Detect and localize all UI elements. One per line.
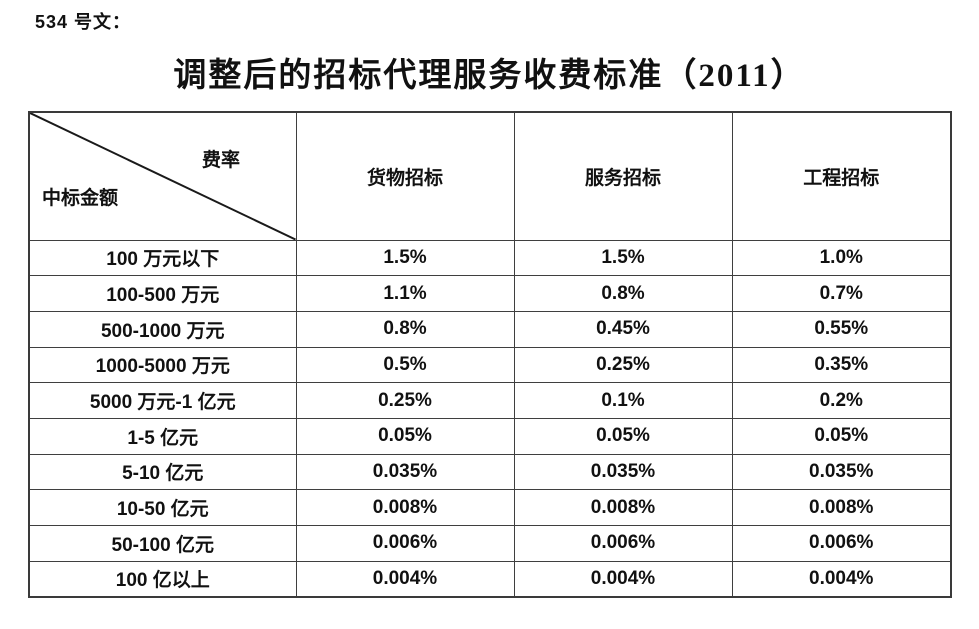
rate-cell: 1.0% — [731, 239, 952, 277]
rate-cell: 0.004% — [513, 560, 733, 598]
rate-cell: 0.55% — [731, 310, 952, 348]
rate-cell: 1.5% — [513, 239, 733, 277]
rate-cell: 0.006% — [731, 525, 952, 562]
row-label: 10-50 亿元 — [28, 489, 297, 526]
row-label: 1000-5000 万元 — [28, 346, 297, 384]
rate-cell: 0.25% — [295, 382, 515, 419]
row-label: 50-100 亿元 — [28, 525, 297, 562]
table-row: 100 亿以上 0.004% 0.004% 0.004% — [28, 560, 952, 598]
table-row: 100-500 万元 1.1% 0.8% 0.7% — [28, 275, 952, 312]
diagonal-divider-line — [30, 113, 296, 240]
row-label: 100-500 万元 — [28, 275, 297, 312]
rate-cell: 0.35% — [731, 346, 952, 384]
column-header-engineering: 工程招标 — [731, 111, 952, 241]
rate-cell: 0.008% — [513, 489, 733, 526]
rate-cell: 0.05% — [731, 417, 952, 455]
rate-cell: 0.035% — [731, 453, 952, 491]
table-row: 5-10 亿元 0.035% 0.035% 0.035% — [28, 453, 952, 491]
table-header-row: 费率 中标金额 货物招标 服务招标 工程招标 — [28, 111, 952, 241]
row-label: 5-10 亿元 — [28, 453, 297, 491]
rate-cell: 0.45% — [513, 310, 733, 348]
diagonal-corner-cell: 费率 中标金额 — [28, 111, 297, 241]
row-label: 5000 万元-1 亿元 — [28, 382, 297, 419]
rate-cell: 0.2% — [731, 382, 952, 419]
document-number-label: 534 号文： — [35, 12, 132, 32]
table-row: 1000-5000 万元 0.5% 0.25% 0.35% — [28, 346, 952, 384]
page-title: 调整后的招标代理服务收费标准（2011） — [173, 58, 806, 94]
rate-cell: 0.05% — [295, 417, 515, 455]
rate-cell: 0.004% — [295, 560, 515, 598]
table-row: 100 万元以下 1.5% 1.5% 1.0% — [28, 239, 952, 277]
rate-cell: 0.05% — [513, 417, 733, 455]
rate-cell: 0.035% — [295, 453, 515, 491]
table-row: 5000 万元-1 亿元 0.25% 0.1% 0.2% — [28, 382, 952, 419]
corner-label-rate: 费率 — [202, 150, 241, 171]
table-row: 50-100 亿元 0.006% 0.006% 0.006% — [28, 525, 952, 562]
column-header-service: 服务招标 — [513, 111, 733, 241]
row-label: 100 万元以下 — [28, 239, 297, 277]
rate-cell: 0.8% — [513, 275, 733, 312]
row-label: 100 亿以上 — [28, 560, 297, 598]
corner-label-bid-amount: 中标金额 — [42, 188, 119, 209]
rate-cell: 1.5% — [295, 239, 515, 277]
table-row: 10-50 亿元 0.008% 0.008% 0.008% — [28, 489, 952, 526]
rate-cell: 0.004% — [731, 560, 952, 598]
rate-cell: 0.006% — [295, 525, 515, 562]
rate-cell: 0.1% — [513, 382, 733, 419]
row-label: 500-1000 万元 — [28, 310, 297, 348]
column-header-goods: 货物招标 — [295, 111, 515, 241]
rate-cell: 0.25% — [513, 346, 733, 384]
rate-cell: 1.1% — [295, 275, 515, 312]
rate-cell: 0.008% — [731, 489, 952, 526]
rate-cell: 0.035% — [513, 453, 733, 491]
rate-cell: 0.8% — [295, 310, 515, 348]
fee-rate-table: 费率 中标金额 货物招标 服务招标 工程招标 100 万元以下 1.5% 1.5… — [28, 111, 952, 598]
rate-cell: 0.006% — [513, 525, 733, 562]
rate-cell: 0.7% — [731, 275, 952, 312]
table-row: 500-1000 万元 0.8% 0.45% 0.55% — [28, 310, 952, 348]
rate-cell: 0.008% — [295, 489, 515, 526]
row-label: 1-5 亿元 — [28, 417, 297, 455]
rate-cell: 0.5% — [295, 346, 515, 384]
table-row: 1-5 亿元 0.05% 0.05% 0.05% — [28, 417, 952, 455]
